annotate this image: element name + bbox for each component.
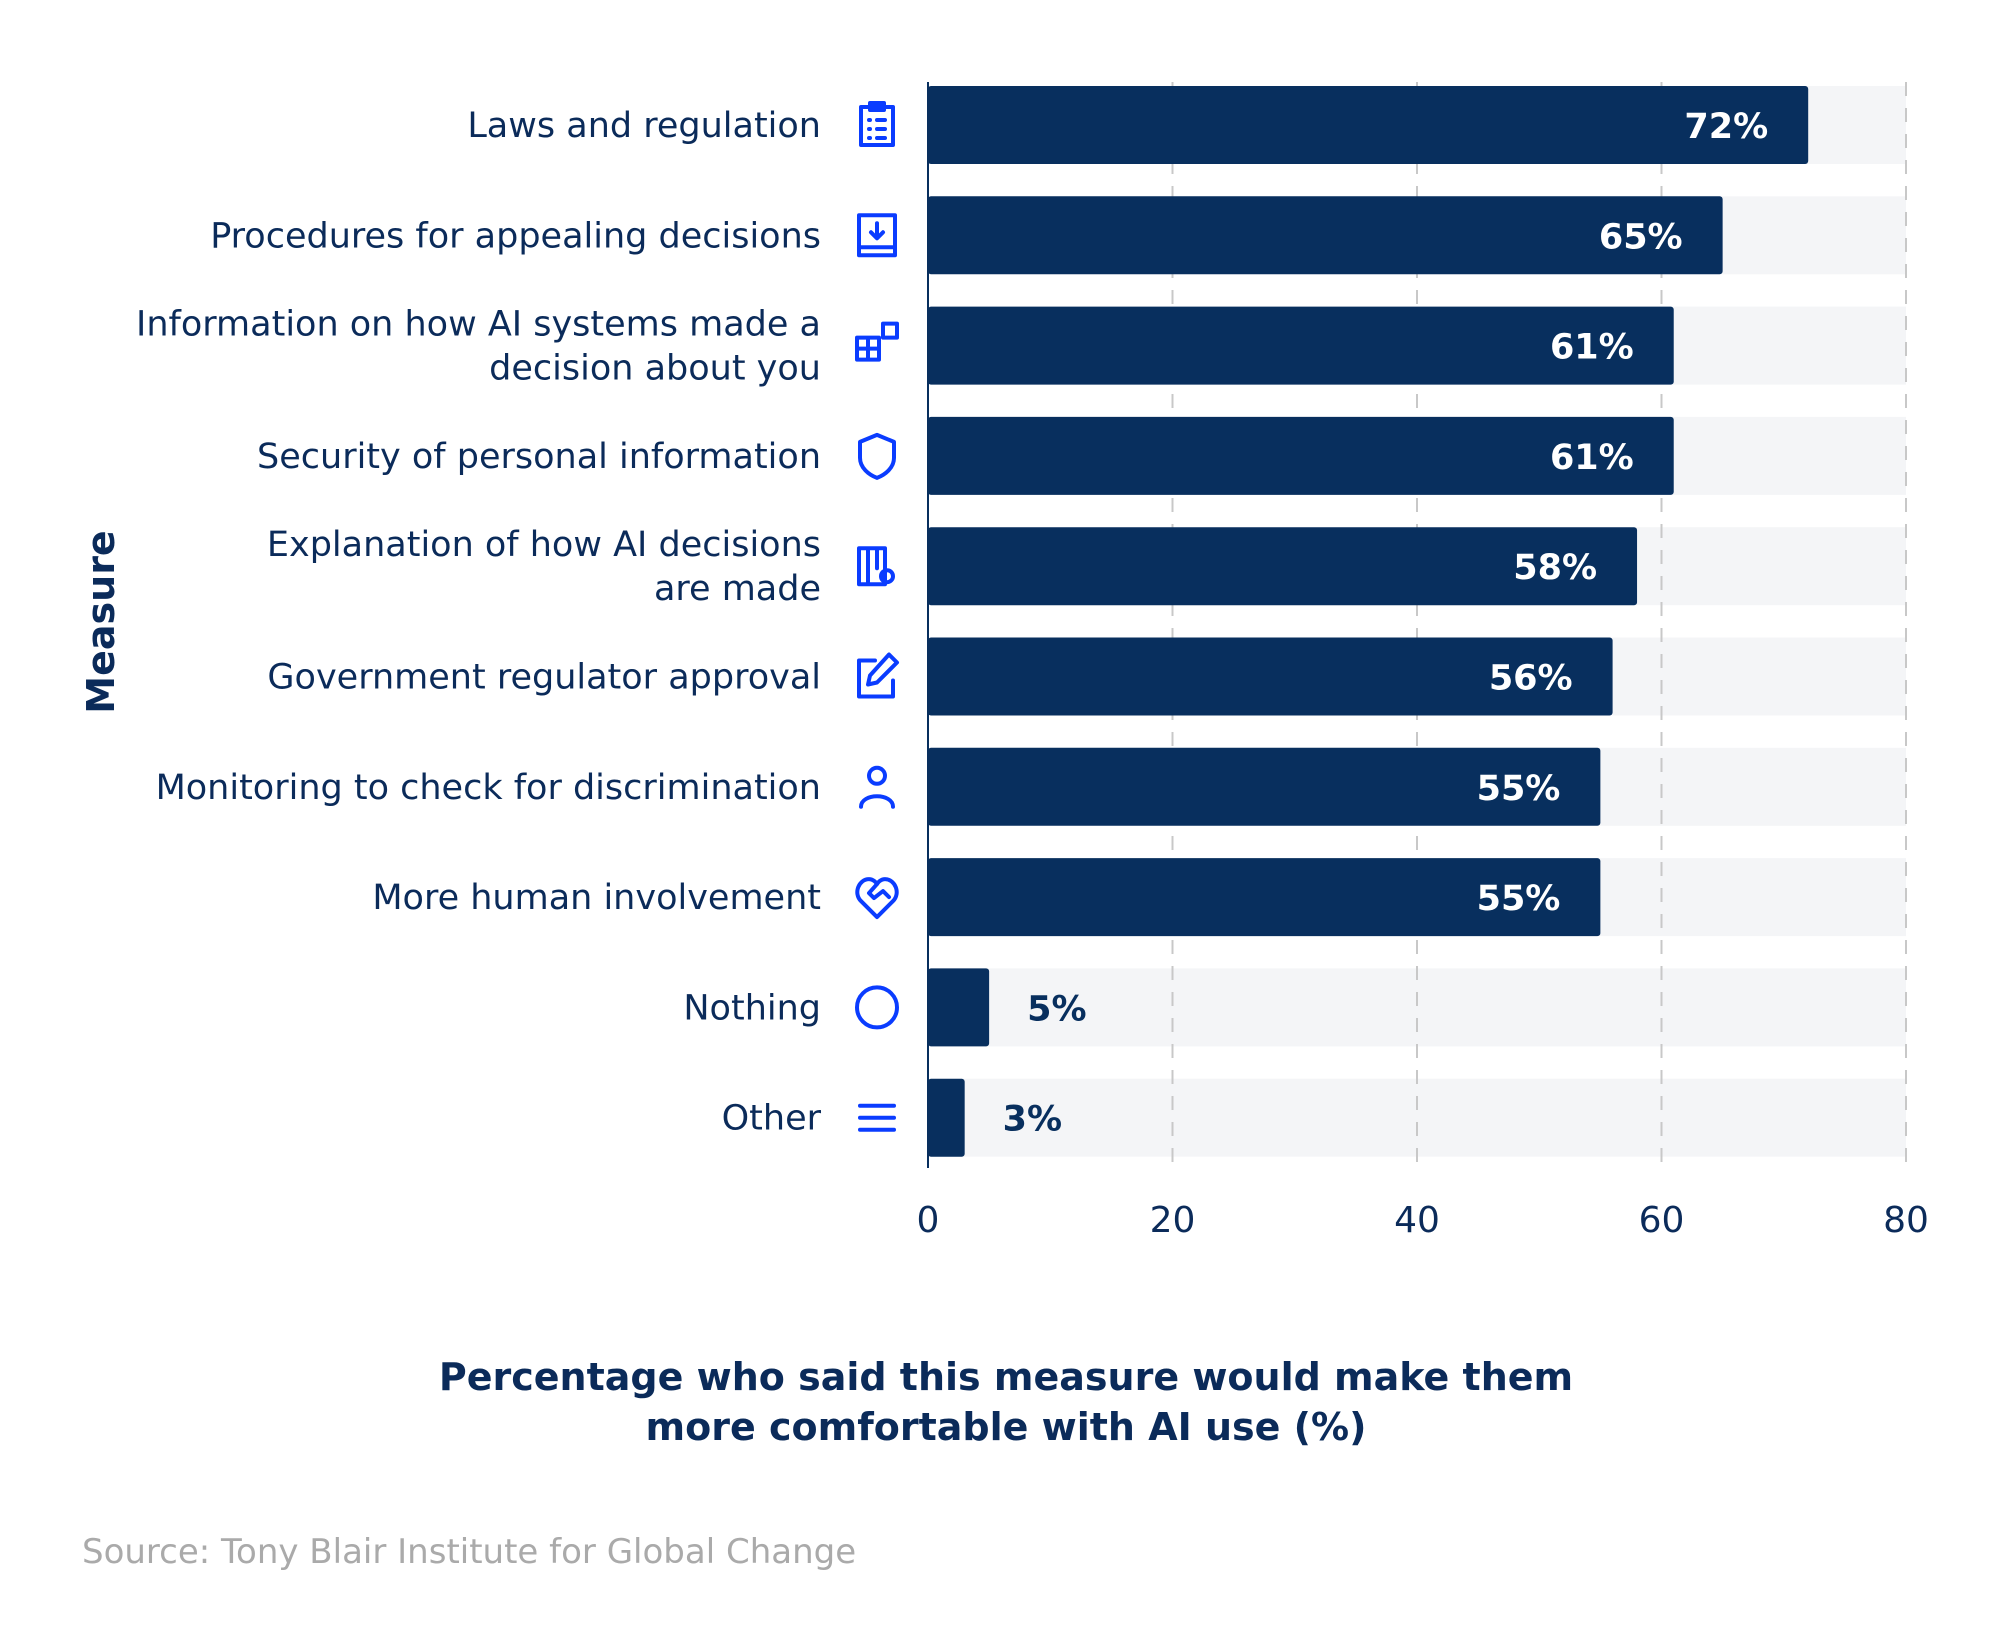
data-label: 5% [1027,989,1086,1029]
category-label: Government regulator approval [267,658,821,698]
category-label: Information on how AI systems made a [136,305,821,345]
x-tick-label: 60 [1639,1200,1685,1241]
shield-icon [858,432,896,480]
source-note: Source: Tony Blair Institute for Global … [82,1532,857,1572]
category-label: decision about you [489,349,821,389]
data-label: 55% [1477,879,1561,919]
bar-track [928,1078,1906,1157]
y-axis-title: Measure [79,530,123,713]
data-label: 55% [1477,769,1561,809]
menu-lines-icon [858,1103,896,1132]
pencil-square-icon [857,652,899,699]
category-label: More human involvement [372,878,821,918]
bar [928,747,1601,826]
circle-icon [855,985,899,1030]
category-label: Monitoring to check for discrimination [156,768,821,808]
data-label: 3% [1003,1100,1062,1140]
clipboard-list-icon [859,101,895,147]
bar [928,968,990,1047]
data-label: 61% [1550,438,1634,478]
category-label: Laws and regulation [467,106,821,146]
bar [928,637,1613,716]
bar [928,196,1723,275]
heart-handshake-icon [855,877,899,920]
columns-gear-icon [857,546,895,587]
bar [928,86,1809,164]
x-tick-label: 0 [917,1200,940,1241]
blocks-icon [855,321,899,362]
data-label: 58% [1513,548,1597,588]
user-icon [859,765,895,809]
bar [928,858,1601,937]
data-label: 56% [1489,659,1573,699]
bar [928,306,1674,385]
bar-track [928,968,1906,1047]
x-axis-title: more comfortable with AI use (%) [646,1405,1367,1449]
data-label: 65% [1599,217,1683,257]
x-tick-label: 80 [1883,1200,1929,1241]
data-label: 61% [1550,328,1634,368]
category-label: Procedures for appealing decisions [210,216,821,256]
category-label: Nothing [683,988,821,1028]
category-label: Explanation of how AI decisions [267,525,821,565]
x-tick-label: 20 [1150,1200,1196,1241]
bar-chart: 72% Laws and regulation 65% Procedures for … [79,82,1929,1449]
category-label: are made [654,569,821,609]
x-tick-label: 40 [1394,1200,1440,1241]
category-label: Security of personal information [257,437,821,477]
download-box-icon [857,213,897,258]
category-label: Other [722,1099,822,1139]
data-label: 72% [1684,107,1768,147]
bar [928,1078,965,1157]
bar [928,416,1674,495]
bar [928,527,1638,606]
x-axis-title: Percentage who said this measure would m… [439,1355,1573,1399]
